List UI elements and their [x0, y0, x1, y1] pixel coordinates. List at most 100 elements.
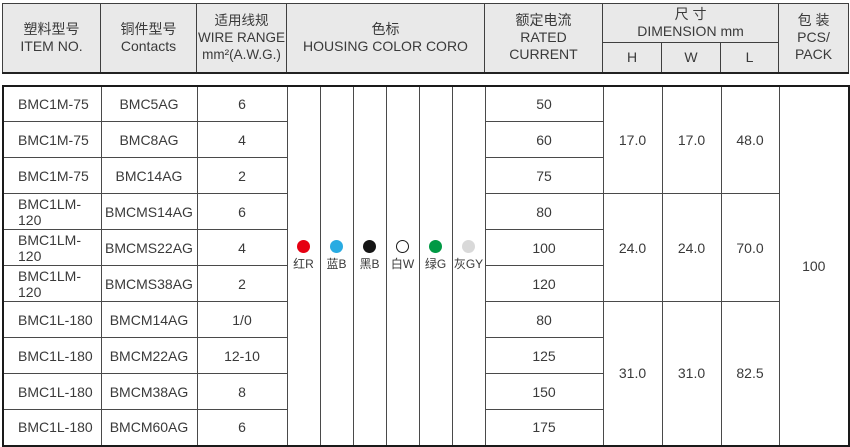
dim-h-cell: 17.0: [602, 85, 663, 194]
color-cell-red: 红R: [286, 85, 321, 446]
contact-cell: BMCM38AG: [100, 373, 198, 410]
contact-cell: BMCM60AG: [100, 409, 198, 446]
header-housing-color: 色标 HOUSING COLOR CORO: [286, 3, 485, 73]
header-wire-range: 适用线规 WIRE RANGE mm²(A.W.G.): [196, 3, 287, 73]
table-row: BMC1M-75 BMC14AG 2 75: [2, 157, 849, 194]
table-row: BMC1LM-120 BMCMS22AG 4 100: [2, 229, 849, 266]
header-dim-w: W: [661, 42, 721, 73]
contact-cell: BMC8AG: [100, 121, 198, 158]
contact-cell: BMC14AG: [100, 157, 198, 194]
item-no-cell: BMC1M-75: [2, 157, 102, 194]
header-housing-color-zh: 色标: [371, 20, 400, 37]
red-color-label: 红R: [293, 257, 314, 271]
table-row: BMC1M-75 BMC8AG 4 60: [2, 121, 849, 158]
rated-current-cell: 50: [484, 85, 604, 122]
rated-current-cell: 120: [484, 265, 604, 302]
table-row: BMC1LM-120 BMCMS14AG 6 80 24.0 24.0 70.0: [2, 193, 849, 302]
dim-w-cell: 31.0: [661, 301, 722, 446]
item-no-cell: BMC1L-180: [2, 337, 102, 374]
wire-range-cell: 12-10: [196, 337, 288, 374]
header-rated-current-en: RATED CURRENT: [509, 29, 578, 63]
header-contacts-zh: 铜件型号: [120, 20, 177, 37]
table-row: BMC1L-180 BMCM38AG 8 150: [2, 373, 849, 410]
wire-range-cell: 1/0: [196, 301, 288, 338]
header-wire-range-zh: 适用线规: [214, 13, 269, 29]
dim-l-cell: 82.5: [720, 301, 780, 446]
dim-h-cell: 31.0: [602, 301, 663, 446]
blue-color-label: 蓝B: [326, 257, 347, 271]
color-cell-gray: 灰GY: [451, 85, 486, 446]
table-row: BMC1L-180 BMCM60AG 6 175: [2, 409, 849, 446]
header-pack: 包 装 PCS/ PACK: [778, 3, 850, 73]
header-dim-l: L: [719, 42, 780, 73]
table-row: BMC1LM-120 BMCMS38AG 2 120: [2, 265, 849, 302]
rated-current-cell: 80: [484, 301, 604, 338]
wire-range-cell: 4: [196, 121, 288, 158]
header-rated-current: 额定电流 RATED CURRENT: [484, 3, 603, 73]
header-contacts: 铜件型号 Contacts: [100, 3, 197, 73]
dim-l-cell: 48.0: [720, 85, 780, 194]
item-no-cell: BMC1M-75: [2, 85, 102, 122]
rated-current-cell: 175: [484, 409, 604, 446]
header-dimension: 尺 寸 DIMENSION mm: [601, 3, 780, 43]
contact-cell: BMC5AG: [100, 85, 198, 122]
header-dim-h: H: [602, 42, 662, 73]
header-item-no-en: ITEM NO.: [20, 37, 83, 54]
rated-current-cell: 150: [484, 373, 604, 410]
rated-current-cell: 75: [484, 157, 604, 194]
header-wire-range-unit: mm²(A.W.G.): [202, 47, 281, 63]
green-color-label: 绿G: [424, 257, 447, 271]
rated-current-cell: 125: [484, 337, 604, 374]
color-cell-green: 绿G: [418, 85, 453, 446]
contact-cell: BMCM22AG: [100, 337, 198, 374]
color-cell-white: 白W: [385, 85, 420, 446]
wire-range-cell: 6: [196, 409, 288, 446]
spec-table-body: BMC1M-75 BMC5AG 6 红R 蓝B 黑B 白W 绿G 灰GY 50 …: [2, 84, 850, 447]
header-pack-en2: PACK: [794, 46, 833, 63]
contact-cell: BMCMS22AG: [100, 229, 198, 266]
item-no-cell: BMC1LM-120: [2, 193, 102, 230]
header-pack-zh: 包 装: [797, 12, 830, 29]
contact-cell: BMCM14AG: [100, 301, 198, 338]
item-no-cell: BMC1L-180: [2, 301, 102, 338]
item-no-cell: BMC1M-75: [2, 121, 102, 158]
dim-h-cell: 24.0: [602, 193, 663, 302]
table-row: BMC1M-75 BMC5AG 6 红R 蓝B 黑B 白W 绿G 灰GY 50 …: [2, 85, 850, 446]
gray-color-dot-icon: [462, 240, 475, 253]
header-item-no: 塑料型号 ITEM NO.: [2, 3, 101, 73]
item-no-cell: BMC1LM-120: [2, 265, 102, 302]
item-no-cell: BMC1L-180: [2, 409, 102, 446]
header-dimension-en: DIMENSION mm: [637, 23, 744, 39]
red-color-dot-icon: [297, 240, 310, 253]
wire-range-cell: 8: [196, 373, 288, 410]
blue-color-dot-icon: [330, 240, 343, 253]
wire-range-cell: 6: [196, 193, 288, 230]
black-color-label: 黑B: [359, 257, 380, 271]
dim-l-cell: 70.0: [720, 193, 780, 302]
wire-range-cell: 2: [196, 265, 288, 302]
dim-w-cell: 24.0: [661, 193, 722, 302]
rated-current-cell: 100: [484, 229, 604, 266]
contact-cell: BMCMS14AG: [100, 193, 198, 230]
contact-cell: BMCMS38AG: [100, 265, 198, 302]
white-color-dot-icon: [396, 240, 409, 253]
white-color-label: 白W: [390, 257, 415, 271]
header-wire-range-en: WIRE RANGE: [198, 30, 286, 46]
rated-current-cell: 60: [484, 121, 604, 158]
black-color-dot-icon: [363, 240, 376, 253]
item-no-cell: BMC1L-180: [2, 373, 102, 410]
color-cell-black: 黑B: [352, 85, 387, 446]
table-row: BMC1L-180 BMCM14AG 1/0 80 31.0 31.0 82.5: [2, 301, 849, 446]
wire-range-cell: 2: [196, 157, 288, 194]
header-rated-current-zh: 额定电流: [515, 12, 572, 29]
header-pack-en1: PCS/: [797, 29, 830, 46]
header-housing-color-en: HOUSING COLOR CORO: [303, 37, 468, 54]
rated-current-cell: 80: [484, 193, 604, 230]
header-contacts-en: Contacts: [120, 37, 177, 54]
header-item-no-zh: 塑料型号: [23, 20, 80, 37]
gray-color-label: 灰GY: [453, 257, 484, 271]
item-no-cell: BMC1LM-120: [2, 229, 102, 266]
wire-range-cell: 4: [196, 229, 288, 266]
dim-w-cell: 17.0: [661, 85, 722, 194]
wire-range-cell: 6: [196, 85, 288, 122]
